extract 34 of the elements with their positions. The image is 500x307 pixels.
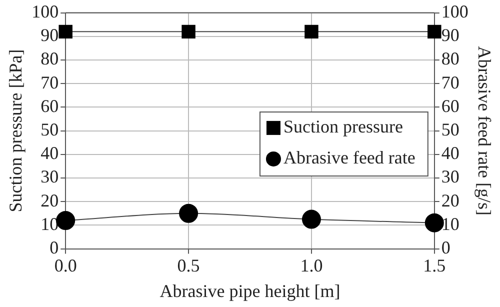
point [179,204,198,223]
y2-tick-label: 90 [441,25,460,46]
y2-tick-label: 50 [441,120,460,140]
y2-tick-label: 20 [441,190,460,210]
y2-tick-label: 40 [441,143,460,164]
y2-axis-title: Abrasive feed rate [g/s] [474,46,494,216]
x-tick-label: 1.5 [423,255,446,276]
legend-label: Suction pressure [283,116,403,137]
point [424,213,444,232]
y-tick-label: 30 [40,166,59,187]
point [302,210,321,229]
y2-tick-label: 80 [441,48,460,69]
y2-tick-label: 10 [441,214,460,234]
point [56,210,76,230]
y-tick-label: 0 [50,238,59,258]
y-tick-label: 60 [40,96,59,116]
y-tick-label: 50 [40,120,59,140]
x-tick-label: 0.0 [54,255,77,276]
x-tick-label: 0.5 [177,255,200,276]
y2-tick-label: 0 [441,238,450,258]
y-tick-label: 20 [40,190,59,210]
y-tick-label: 100 [32,2,59,22]
y-tick-label: 90 [40,25,59,46]
y-tick-label: 40 [40,143,59,164]
y-axis-title: Suction pressure [kPa] [6,49,26,212]
legend-label: Abrasive feed rate [283,148,416,168]
y2-tick-label: 60 [441,96,460,116]
y2-tick-label: 30 [441,166,460,187]
y-tick-label: 80 [40,48,59,69]
x-tick-label: 1.0 [300,255,323,276]
y-tick-label: 70 [40,72,59,92]
y2-tick-label: 70 [441,72,460,92]
y2-tick-label: 100 [441,2,468,22]
x-axis-title: Abrasive pipe height [m] [160,280,340,301]
